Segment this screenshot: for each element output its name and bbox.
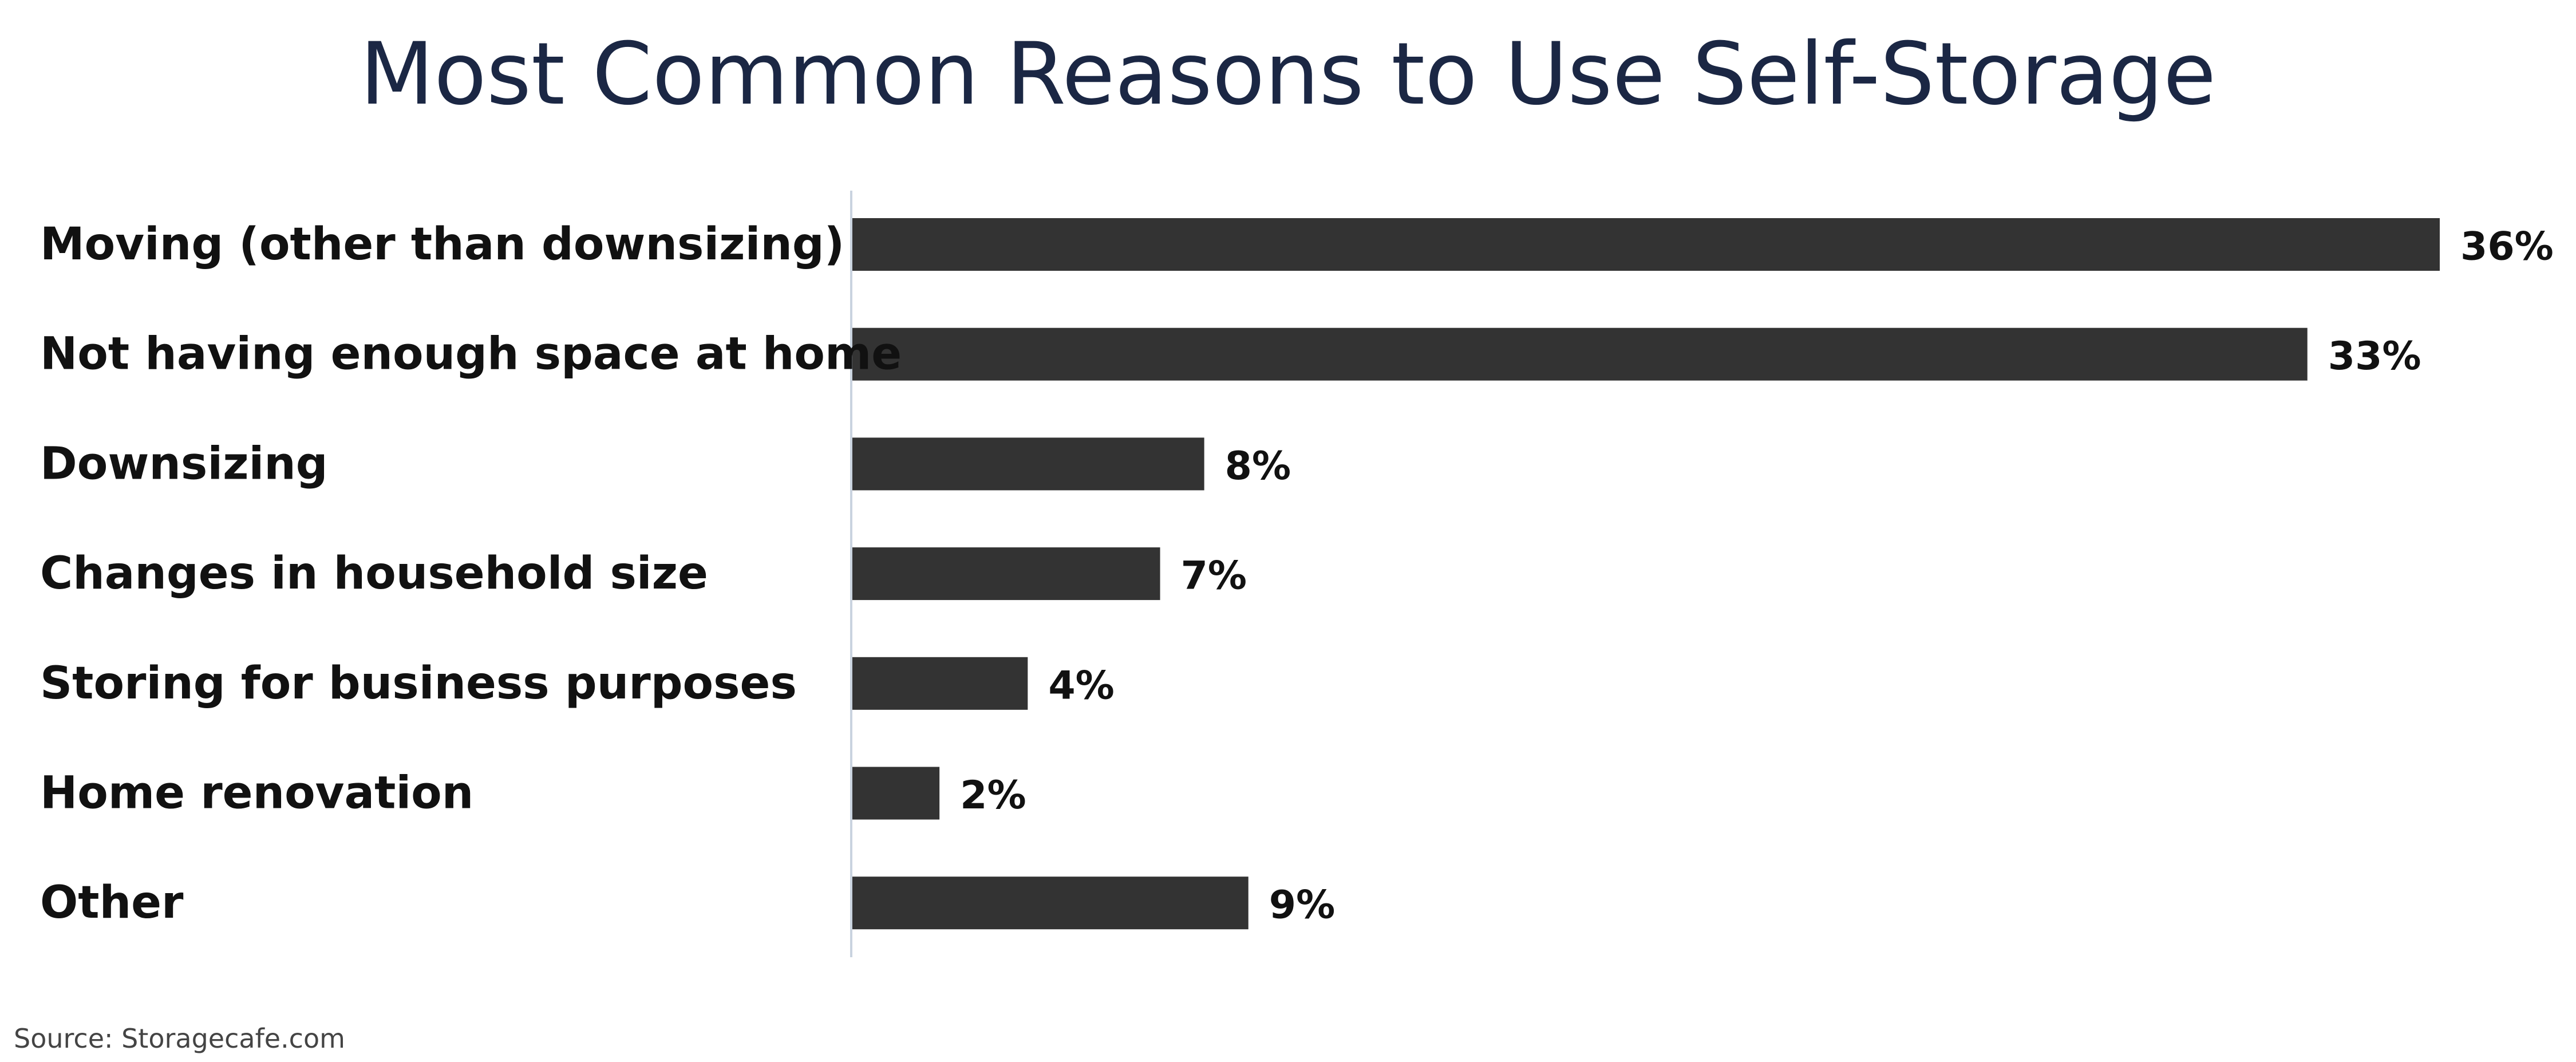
category-label-storing-for-business-purposes: Storing for business purposes	[40, 658, 797, 709]
value-label-changes-in-household-size: 7%	[1181, 554, 1247, 599]
value-label-moving-other-than-downsizing: 36%	[2460, 224, 2554, 270]
value-label-not-having-enough-space-at-home: 33%	[2328, 334, 2421, 379]
value-label-other: 9%	[1269, 883, 1335, 928]
bar-home-renovation	[851, 767, 940, 820]
value-labels-layer: 36% 33% 8% 7% 4% 2% 9%	[960, 224, 2554, 928]
chart-title: Most Common Reasons to Use Self-Storage	[359, 25, 2217, 124]
category-label-changes-in-household-size: Changes in household size	[40, 548, 708, 599]
category-label-downsizing: Downsizing	[40, 438, 328, 489]
category-label-other: Other	[40, 877, 184, 929]
bar-other	[851, 877, 1249, 930]
category-labels-layer: Moving (other than downsizing) Not having…	[40, 219, 902, 929]
bar-storing-for-business-purposes	[851, 657, 1028, 710]
value-label-downsizing: 8%	[1225, 444, 1291, 489]
source-note: Source: Storagecafe.com	[14, 1023, 345, 1054]
category-label-not-having-enough-space-at-home: Not having enough space at home	[40, 329, 902, 380]
bar-moving-other-than-downsizing	[851, 218, 2440, 271]
category-label-home-renovation: Home renovation	[40, 768, 473, 819]
bar-changes-in-household-size	[851, 547, 1160, 601]
bar-downsizing	[851, 437, 1204, 491]
value-label-home-renovation: 2%	[960, 773, 1026, 818]
bar-not-having-enough-space-at-home	[851, 327, 2308, 381]
value-label-storing-for-business-purposes: 4%	[1048, 663, 1114, 708]
category-label-moving-other-than-downsizing: Moving (other than downsizing)	[40, 219, 844, 270]
bars-layer	[851, 218, 2440, 930]
